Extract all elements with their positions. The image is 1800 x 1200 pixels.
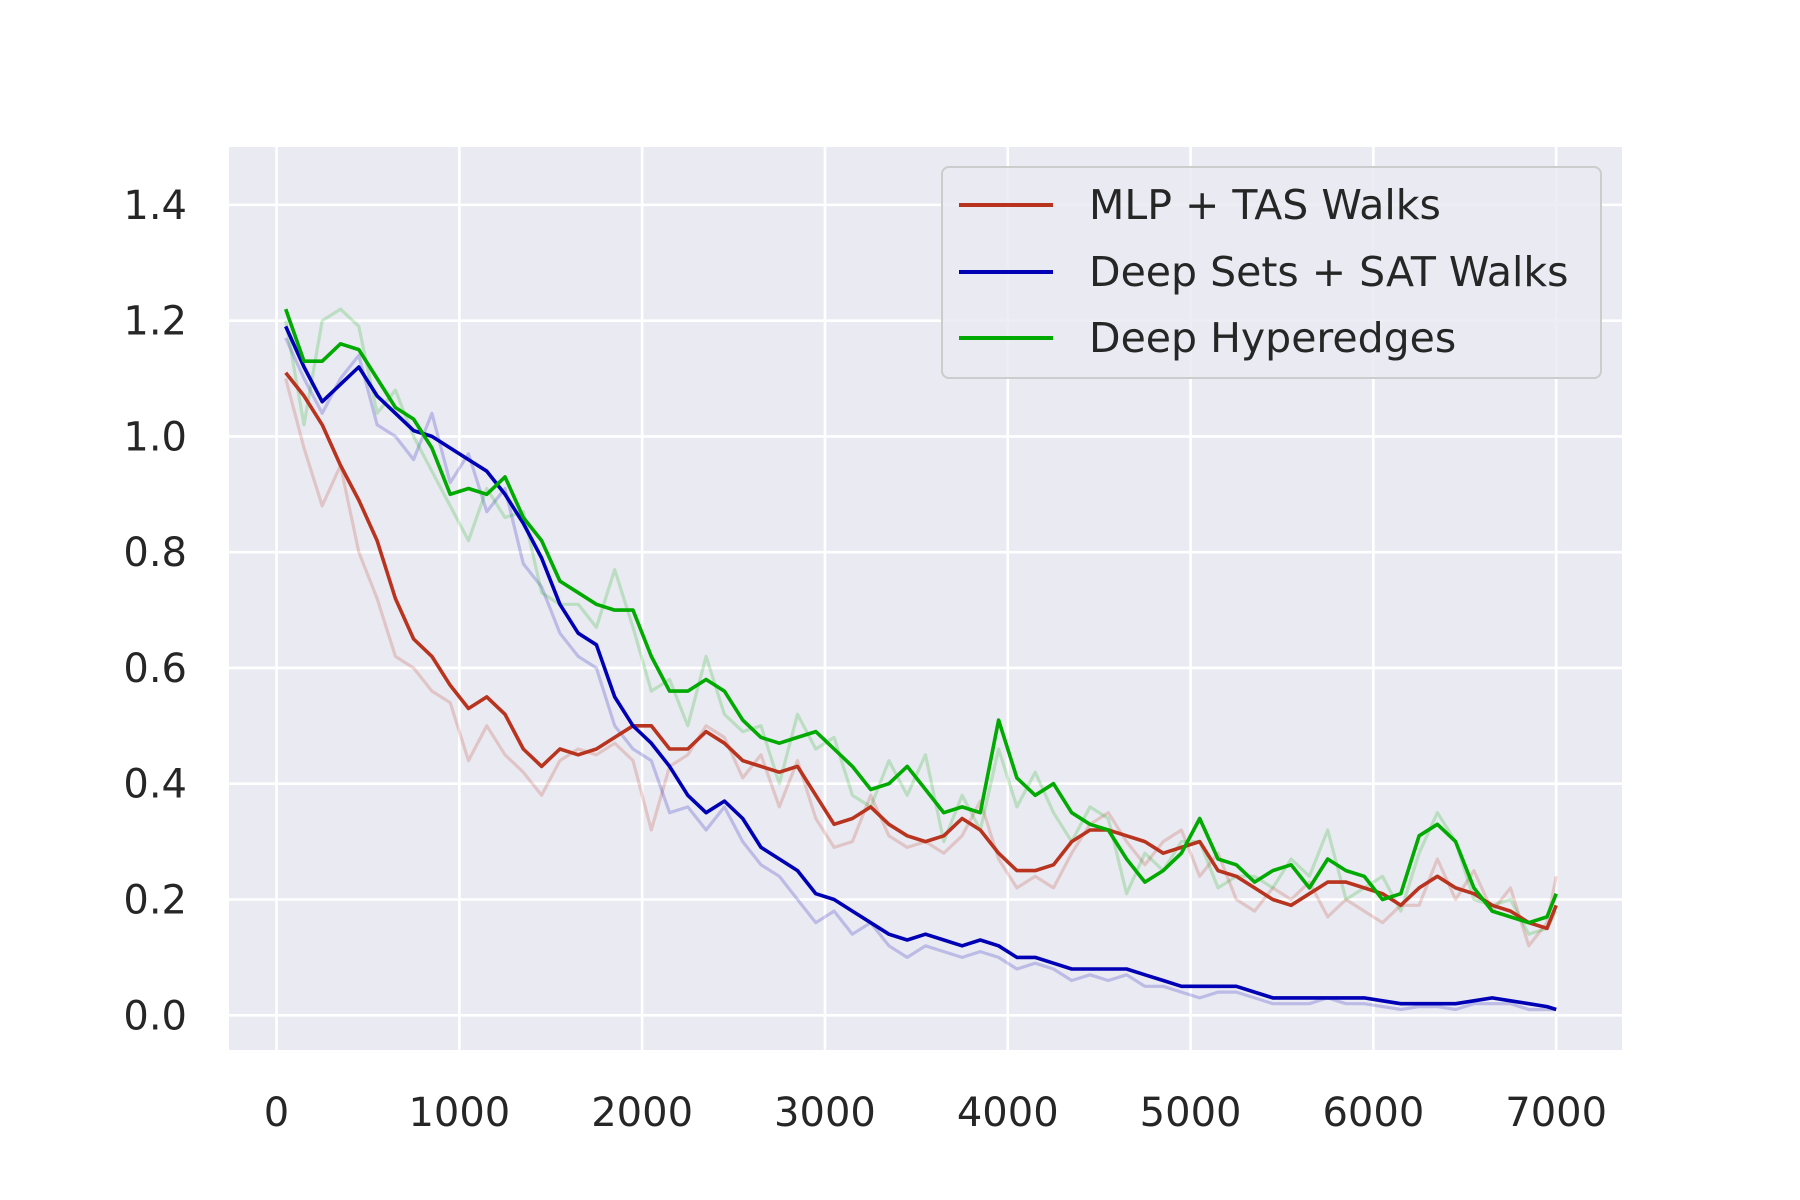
x-axis-tick-labels: 0 1000 2000 3000 4000 5000 6000 7000 (264, 1090, 1607, 1136)
y-tick-label: 0.0 (123, 993, 187, 1039)
legend-box (941, 166, 1602, 379)
y-tick-label: 0.6 (123, 646, 187, 692)
x-tick-label: 4000 (957, 1090, 1059, 1136)
x-tick-label: 1000 (408, 1090, 510, 1136)
x-tick-label: 2000 (591, 1090, 693, 1136)
y-axis-tick-labels: 0.0 0.2 0.4 0.6 0.8 1.0 1.2 1.4 (123, 183, 187, 1039)
raw-line-deep-hyperedges (284, 307, 1558, 936)
smoothed-line-deep-sets-sat-walks (284, 325, 1557, 1012)
x-tick-label: 6000 (1322, 1090, 1424, 1136)
y-tick-label: 0.8 (123, 530, 187, 576)
smoothed-line-mlp-tas-walks (284, 371, 1558, 931)
y-tick-label: 0.4 (123, 762, 187, 808)
legend-label-mlp: MLP + TAS Walks (1089, 181, 1441, 229)
y-tick-label: 1.4 (123, 183, 187, 229)
smoothed-series-lines (284, 308, 1558, 1012)
y-tick-label: 1.0 (123, 414, 187, 460)
x-tick-label: 0 (264, 1090, 289, 1136)
smoothed-line-deep-hyperedges (284, 308, 1558, 925)
y-tick-label: 1.2 (123, 299, 187, 345)
y-tick-label: 0.2 (123, 878, 187, 924)
legend: MLP + TAS Walks Deep Sets + SAT Walks De… (941, 166, 1602, 379)
x-tick-label: 3000 (774, 1090, 876, 1136)
x-tick-label: 5000 (1140, 1090, 1242, 1136)
x-tick-label: 7000 (1505, 1090, 1607, 1136)
legend-label-deep-hyperedges: Deep Hyperedges (1089, 314, 1456, 362)
legend-label-deep-sets: Deep Sets + SAT Walks (1089, 248, 1568, 296)
raw-line-deep-sets-sat-walks (284, 337, 1557, 1012)
